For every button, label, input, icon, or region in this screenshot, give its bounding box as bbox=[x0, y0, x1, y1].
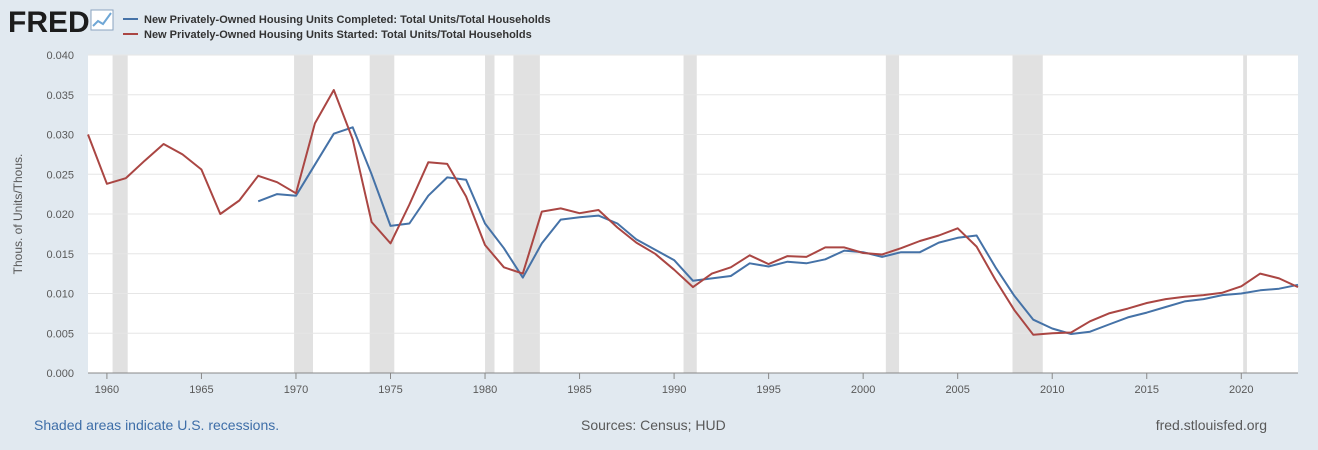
x-axis: 1960 1965 1970 1975 1980 1985 1990 1995 2000 2005… bbox=[95, 373, 1254, 396]
x-tick-label: 2005 bbox=[945, 384, 969, 396]
x-tick-label: 2000 bbox=[851, 384, 875, 396]
legend-entry[interactable]: New Privately-Owned Housing Units Starte… bbox=[144, 29, 532, 41]
grid-lines bbox=[88, 54, 1298, 334]
y-tick-label: 0.040 bbox=[46, 50, 74, 62]
y-tick-label: 0.015 bbox=[46, 249, 74, 261]
y-tick-label: 0.010 bbox=[46, 289, 74, 301]
y-tick-label: 0.005 bbox=[46, 328, 74, 340]
x-tick-label: 1980 bbox=[473, 384, 497, 396]
x-tick-label: 2010 bbox=[1040, 384, 1064, 396]
x-tick-label: 1970 bbox=[284, 384, 308, 396]
series-group bbox=[87, 89, 1299, 336]
fred-logo-text: FRED bbox=[8, 6, 90, 39]
x-tick-label: 1995 bbox=[756, 384, 780, 396]
fred-logo-graph-icon bbox=[90, 9, 114, 31]
legend-entry[interactable]: New Privately-Owned Housing Units Comple… bbox=[144, 14, 551, 26]
recession-note-link[interactable]: Shaded areas indicate U.S. recessions. bbox=[34, 417, 280, 433]
x-tick-label: 1975 bbox=[378, 384, 402, 396]
x-tick-label: 2015 bbox=[1135, 384, 1159, 396]
legend: New Privately-Owned Housing Units Comple… bbox=[123, 14, 551, 41]
x-tick-label: 1960 bbox=[95, 384, 119, 396]
y-tick-label: 0.030 bbox=[46, 130, 74, 142]
completed-series-line[interactable] bbox=[257, 126, 1299, 335]
y-tick-label: 0.025 bbox=[46, 169, 74, 181]
x-tick-label: 1985 bbox=[567, 384, 591, 396]
y-axis: 0.000 0.005 0.010 0.015 0.020 0.025 0.030 0.035… bbox=[46, 50, 74, 380]
y-axis-label: Thous. of Units/Thous. bbox=[11, 154, 25, 275]
fred-logo[interactable]: FRED bbox=[8, 6, 114, 39]
fred-url[interactable]: fred.stlouisfed.org bbox=[1155, 417, 1267, 433]
x-tick-label: 1965 bbox=[189, 384, 213, 396]
started-series-line[interactable] bbox=[87, 89, 1299, 336]
x-tick-label: 1990 bbox=[662, 384, 686, 396]
x-tick-label: 2020 bbox=[1229, 384, 1253, 396]
y-tick-label: 0.035 bbox=[46, 90, 74, 102]
y-tick-label: 0.000 bbox=[46, 368, 74, 380]
y-tick-label: 0.020 bbox=[46, 209, 74, 221]
sources-text: Sources: Census; HUD bbox=[581, 417, 726, 433]
